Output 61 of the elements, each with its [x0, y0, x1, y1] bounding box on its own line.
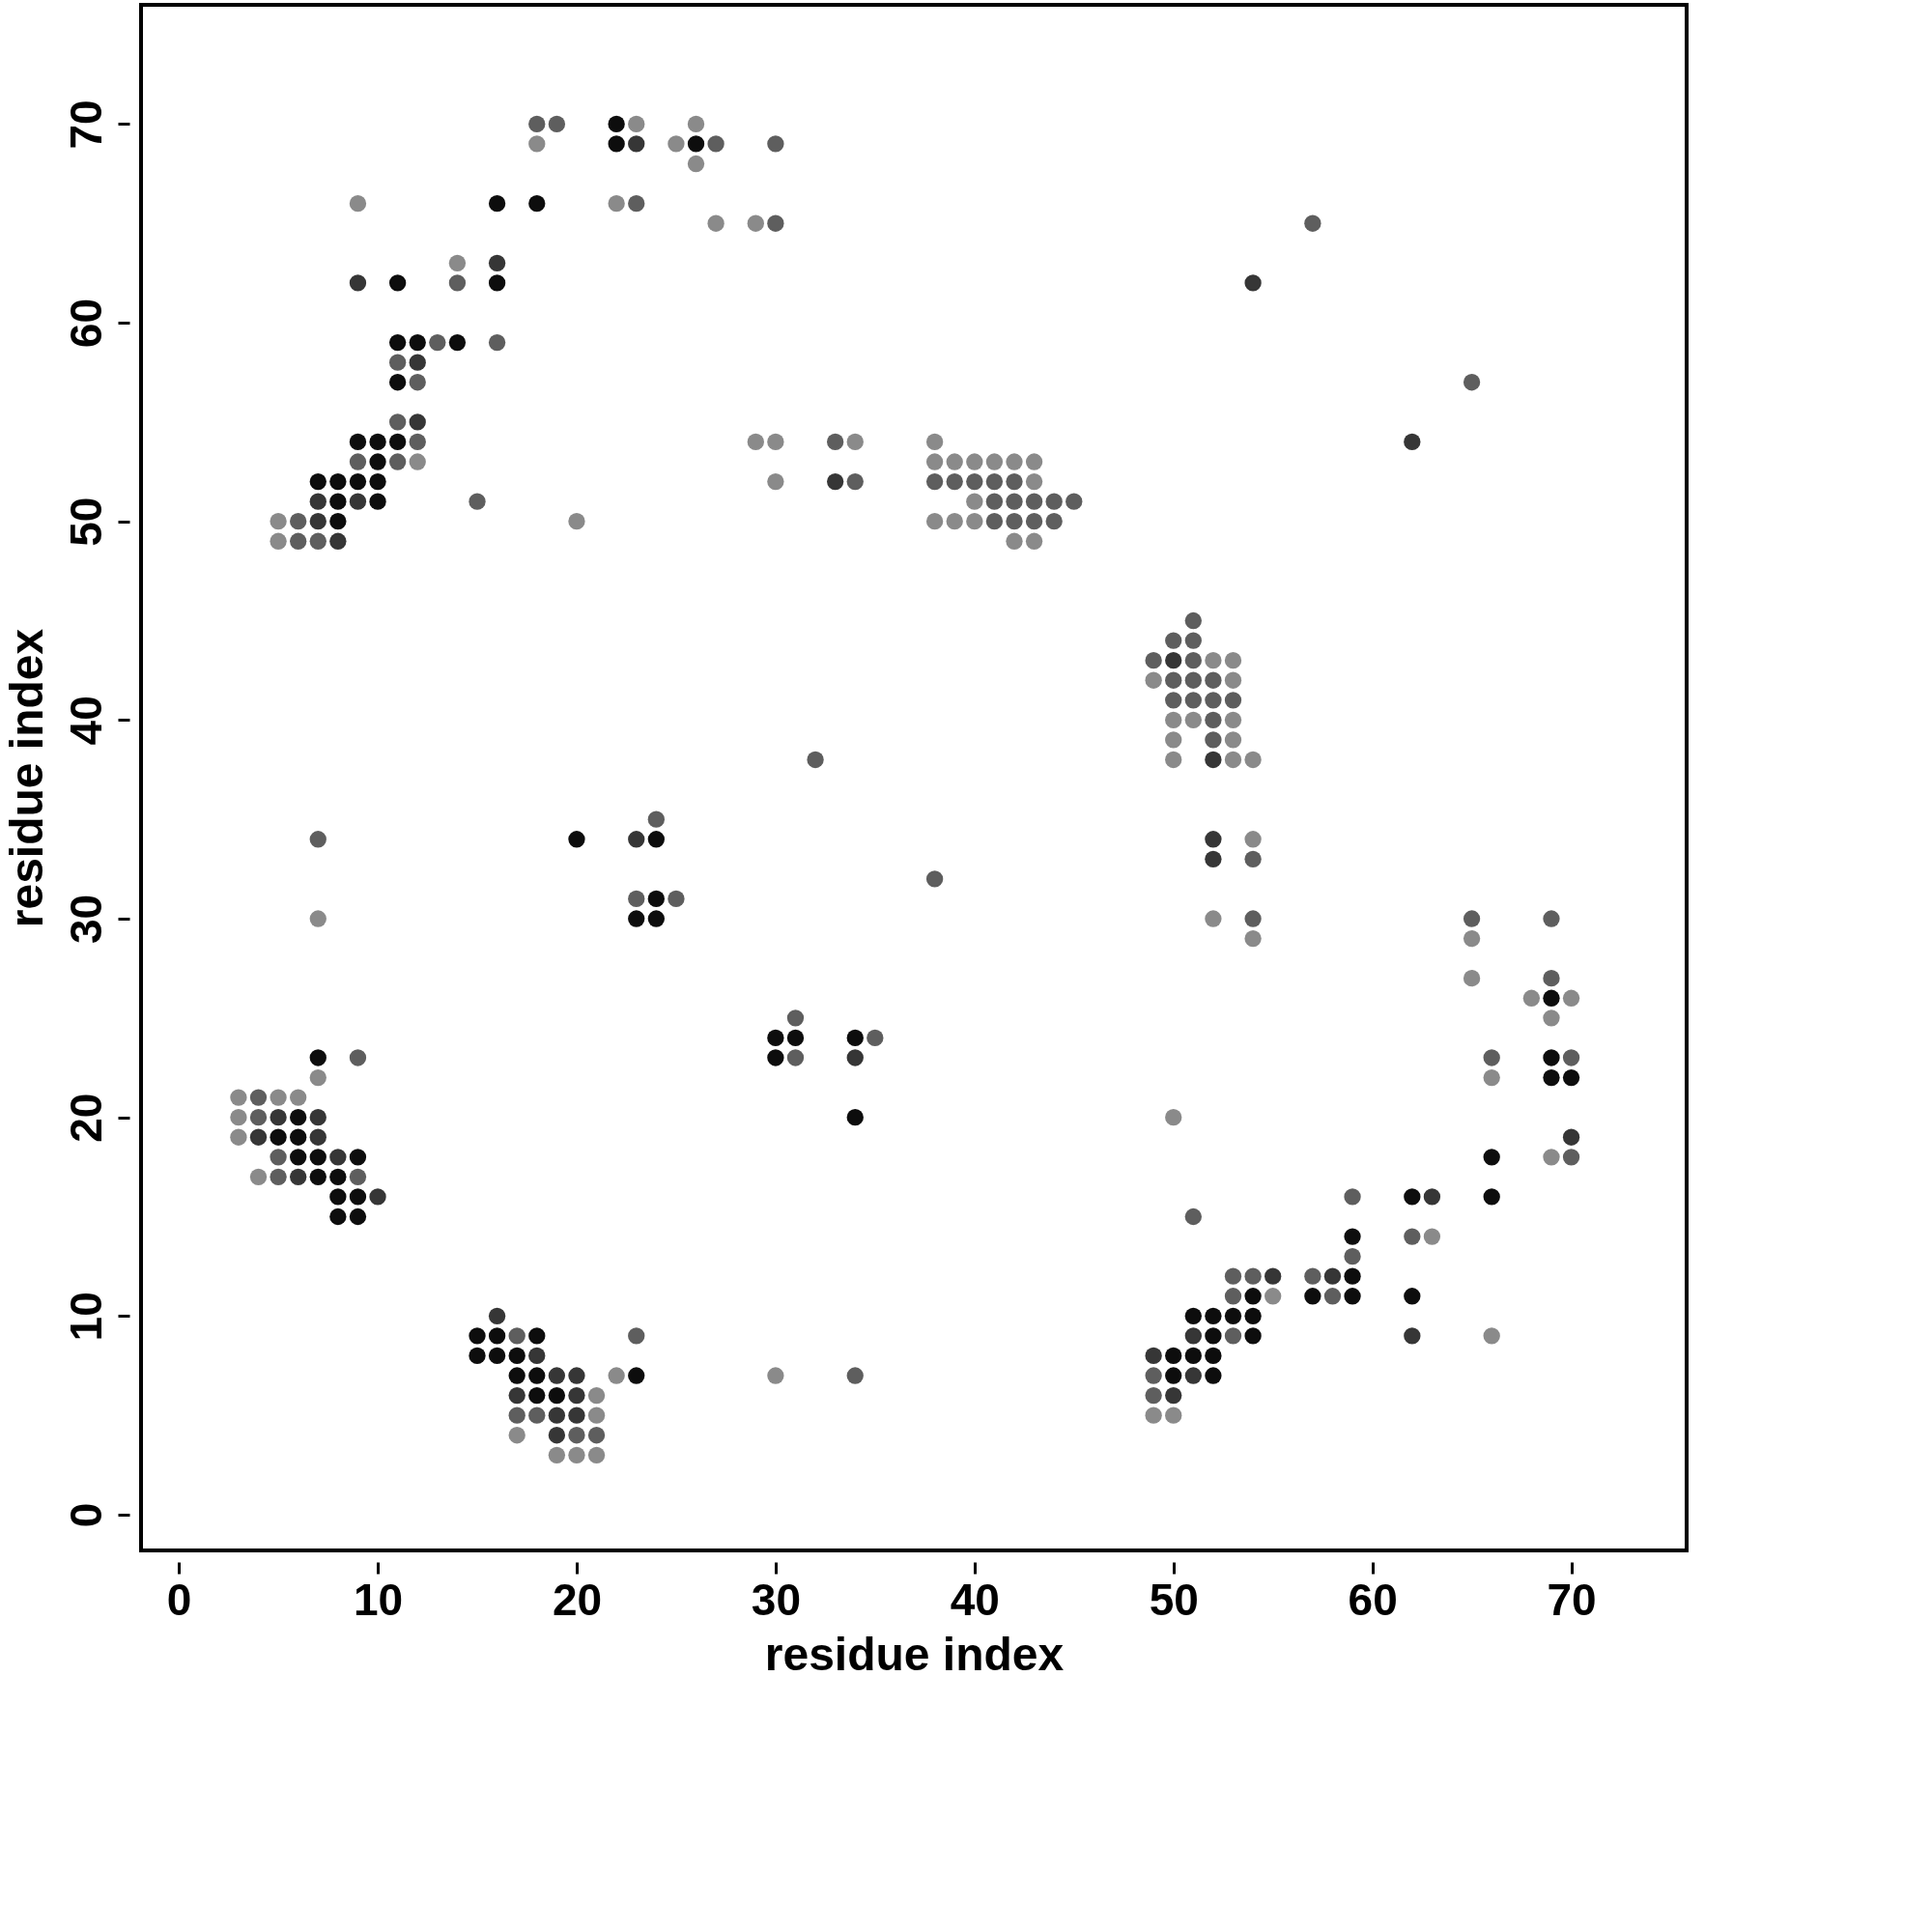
y-tick-label: 70 [60, 99, 111, 150]
point [1244, 274, 1262, 292]
y-tick-label: 60 [60, 298, 111, 349]
point [1184, 1327, 1202, 1345]
point [1165, 1386, 1182, 1405]
point [329, 1149, 347, 1166]
x-tick-label: 50 [1149, 1574, 1199, 1625]
point [409, 413, 426, 431]
y-tick-label: 10 [60, 1292, 111, 1342]
x-tick-label: 0 [166, 1574, 192, 1625]
point [1205, 831, 1222, 848]
point [1404, 433, 1421, 451]
point [528, 1347, 546, 1365]
point [508, 1386, 526, 1405]
y-tick-label: 20 [60, 1093, 111, 1143]
point [290, 1168, 307, 1186]
x-tick-label: 10 [353, 1574, 404, 1625]
point [369, 1188, 386, 1206]
point [249, 1128, 268, 1146]
x-tick-label: 40 [950, 1574, 1000, 1625]
point [1165, 652, 1182, 669]
point [846, 1049, 864, 1066]
point [270, 1109, 287, 1126]
point [548, 1406, 566, 1424]
point [488, 254, 506, 271]
point [329, 532, 347, 550]
x-tick-label: 60 [1348, 1574, 1398, 1625]
point [568, 1367, 585, 1384]
point [548, 1427, 566, 1444]
point [488, 1307, 506, 1324]
point [628, 135, 645, 153]
point [568, 1386, 585, 1405]
point [409, 354, 426, 371]
point [1184, 1367, 1202, 1384]
point [628, 831, 645, 848]
point [349, 493, 367, 510]
point [1205, 751, 1222, 769]
point [1264, 1267, 1282, 1285]
y-tick-label: 40 [60, 696, 111, 746]
y-axis-title: residue index [0, 628, 52, 928]
y-tick-label: 50 [60, 497, 111, 547]
point [1404, 1327, 1421, 1345]
y-tick-label: 0 [60, 1502, 111, 1528]
x-tick-label: 70 [1547, 1574, 1597, 1625]
point [309, 493, 327, 510]
point [568, 1406, 585, 1424]
point [309, 513, 327, 530]
point [1323, 1267, 1342, 1285]
point [1562, 1128, 1580, 1146]
x-axis-title: residue index [764, 1628, 1065, 1680]
point [827, 472, 844, 491]
x-tick-label: 30 [751, 1574, 801, 1625]
y-tick-label: 30 [60, 894, 111, 945]
point [548, 1367, 566, 1384]
point [1423, 1188, 1441, 1206]
point [309, 1109, 327, 1126]
point [349, 274, 367, 292]
point [1205, 850, 1222, 867]
x-tick-label: 20 [552, 1574, 603, 1625]
point [309, 1128, 327, 1146]
point [1145, 1347, 1162, 1365]
